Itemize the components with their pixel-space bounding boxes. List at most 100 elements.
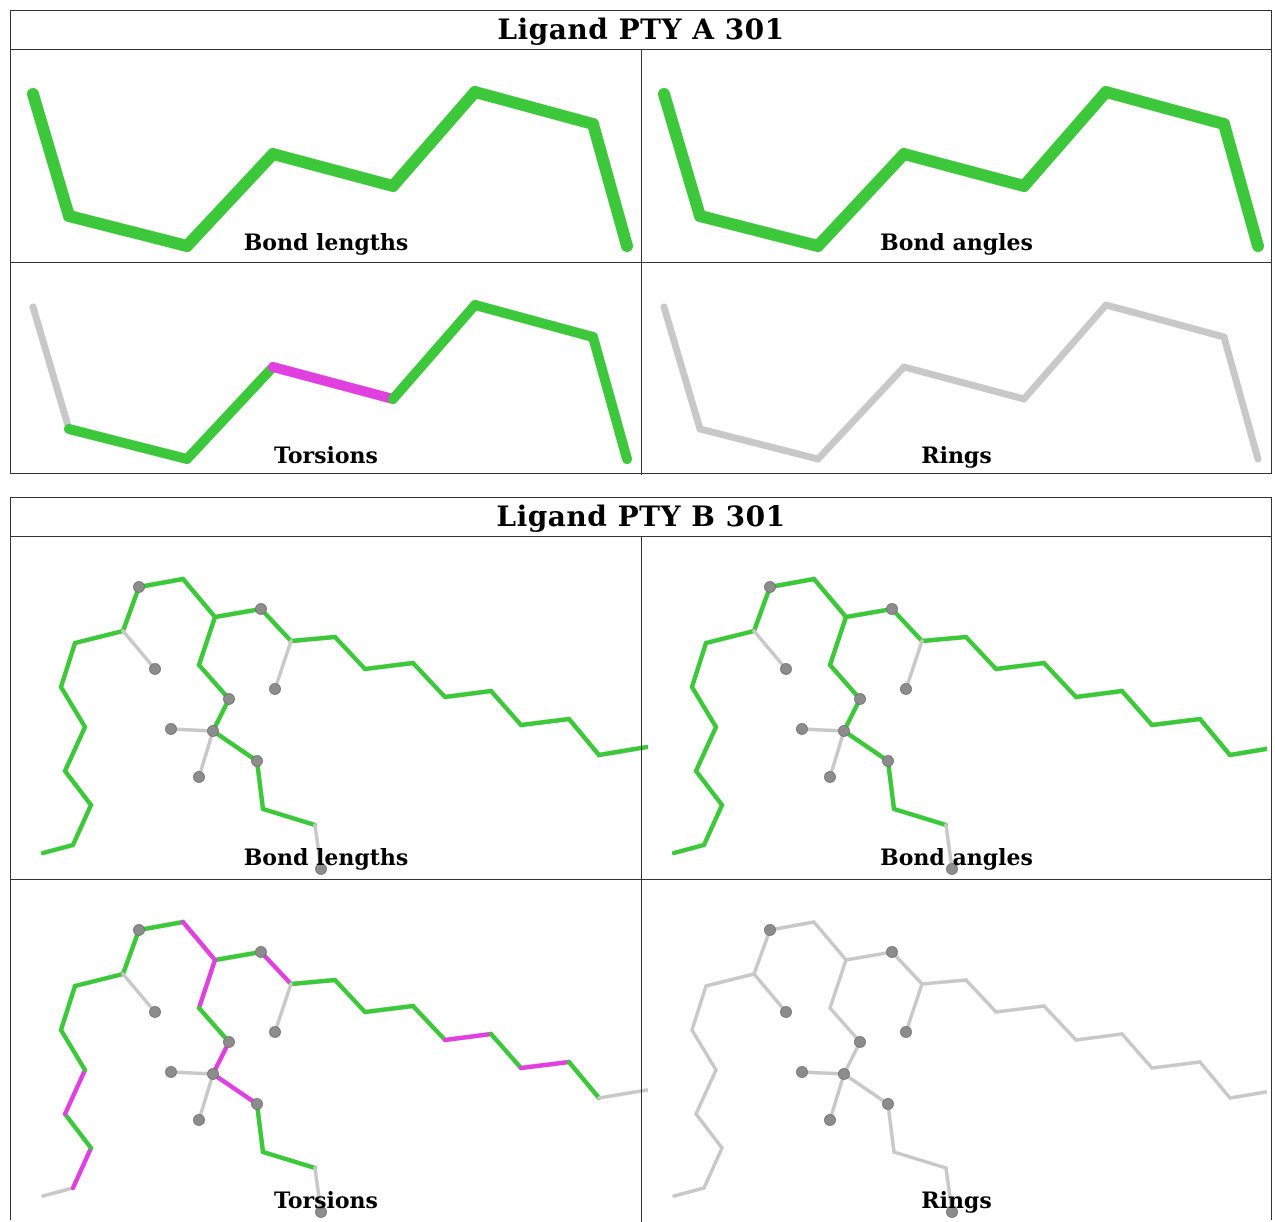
molecule-render xyxy=(40,576,648,875)
atom xyxy=(780,663,792,675)
bond xyxy=(1073,688,1125,700)
bond xyxy=(752,928,772,976)
bond xyxy=(1120,1032,1154,1070)
atom xyxy=(882,1098,894,1110)
bond xyxy=(212,606,264,620)
bond xyxy=(40,842,76,856)
bond xyxy=(566,716,602,758)
panel-row-1: Bond lengths Bond angles xyxy=(11,50,1271,263)
bond xyxy=(70,1145,94,1191)
bond xyxy=(814,363,908,463)
panel-bond-lengths: Bond lengths xyxy=(11,537,648,879)
panel-row-1: Bond lengths Bond angles xyxy=(11,537,1271,880)
bond xyxy=(812,920,848,962)
panel-row-2: Torsions Rings xyxy=(11,263,1271,475)
bond xyxy=(920,978,968,986)
bond xyxy=(121,629,157,671)
bond xyxy=(169,1070,215,1076)
bond xyxy=(1074,1032,1124,1042)
bond xyxy=(62,1111,94,1151)
panel-caption: Rings xyxy=(921,443,992,469)
bond xyxy=(332,634,368,672)
bond xyxy=(828,1006,862,1044)
bond xyxy=(58,640,78,690)
bond xyxy=(827,662,863,702)
bond xyxy=(672,1186,706,1198)
bond xyxy=(196,614,218,668)
bond xyxy=(702,1146,724,1190)
bond xyxy=(196,662,232,702)
bond xyxy=(944,823,954,871)
molecule-render xyxy=(41,919,648,1218)
ligand-title: Ligand PTY B 301 xyxy=(11,498,1271,537)
atom xyxy=(824,771,836,783)
atom xyxy=(133,581,145,593)
bond xyxy=(690,1028,718,1072)
bond xyxy=(288,634,338,644)
bond xyxy=(812,148,910,252)
bond xyxy=(58,684,88,730)
bond xyxy=(660,303,704,433)
atom xyxy=(223,693,235,705)
bond xyxy=(210,696,232,734)
bond xyxy=(260,806,318,828)
atom xyxy=(882,755,894,767)
panel-caption: Bond angles xyxy=(880,845,1033,871)
bond xyxy=(1102,301,1228,341)
bond xyxy=(701,802,725,848)
bond xyxy=(180,919,218,963)
bond xyxy=(842,1072,890,1106)
bond xyxy=(288,977,338,987)
bond xyxy=(690,984,708,1032)
bond xyxy=(387,86,481,192)
panel-caption: Bond angles xyxy=(880,230,1033,256)
bond xyxy=(689,684,719,730)
bond xyxy=(689,640,709,690)
bond xyxy=(212,949,264,963)
bond xyxy=(260,1149,318,1171)
molecule-render xyxy=(29,300,632,464)
panel-bond-angles: Bond angles xyxy=(641,50,1271,262)
bond xyxy=(919,634,969,644)
atom xyxy=(854,693,866,705)
bond xyxy=(210,728,260,764)
bond xyxy=(1220,333,1262,463)
panel-row-2: Torsions Rings xyxy=(11,880,1271,1222)
atom xyxy=(946,863,958,875)
bond xyxy=(136,576,186,590)
bond xyxy=(64,424,192,464)
bond xyxy=(362,1003,416,1015)
atom xyxy=(764,924,776,936)
bond xyxy=(70,802,94,848)
bond xyxy=(767,576,817,590)
atom xyxy=(824,1114,836,1126)
bond xyxy=(182,362,278,464)
bond xyxy=(827,614,849,668)
bond xyxy=(994,1004,1046,1014)
bond xyxy=(196,1005,232,1045)
atom xyxy=(900,1026,912,1038)
bond xyxy=(658,88,706,222)
panel-rings: Rings xyxy=(641,880,1271,1222)
panel-caption: Bond lengths xyxy=(243,230,409,256)
bond xyxy=(696,425,822,463)
atom xyxy=(315,1206,327,1218)
bond xyxy=(694,210,824,252)
bond xyxy=(841,696,863,734)
atom xyxy=(854,1036,866,1048)
bond xyxy=(258,949,294,987)
atom xyxy=(796,723,808,735)
panel-caption: Rings xyxy=(921,1188,992,1214)
atom xyxy=(165,1066,177,1078)
bond xyxy=(27,88,75,222)
bond xyxy=(58,983,78,1033)
bond xyxy=(1020,301,1110,403)
bond xyxy=(120,584,142,634)
bond xyxy=(828,958,848,1010)
bond xyxy=(892,1150,948,1170)
bond xyxy=(1150,1060,1202,1070)
bond xyxy=(1042,1004,1078,1042)
atom xyxy=(193,771,205,783)
molecule-render xyxy=(658,86,1264,252)
bond xyxy=(597,1088,648,1100)
